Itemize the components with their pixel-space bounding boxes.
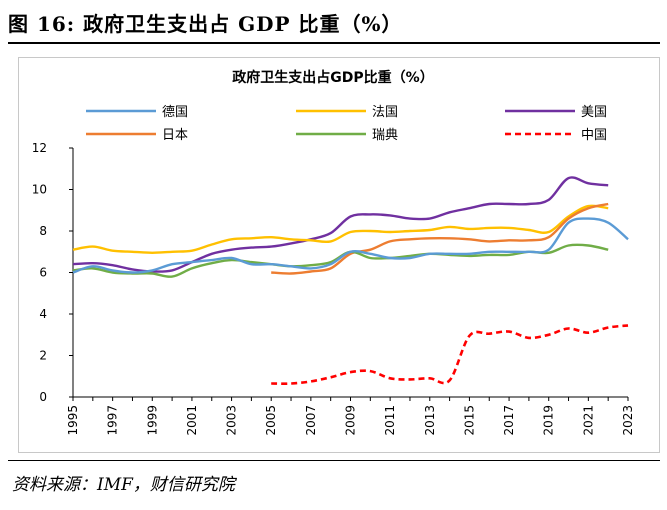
x-tick-label: 2015 xyxy=(462,405,476,436)
x-tick-label: 2009 xyxy=(344,405,358,436)
y-tick-label: 10 xyxy=(32,183,47,197)
x-tick-label: 2017 xyxy=(502,405,516,436)
x-tick-label: 2003 xyxy=(225,405,239,436)
x-tick-label: 1999 xyxy=(145,405,159,436)
series-line-2 xyxy=(72,204,609,254)
y-tick-label: 6 xyxy=(39,266,47,280)
x-tick-label: 2023 xyxy=(621,405,635,436)
chart-title: 政府卫生支出占GDP比重（%） xyxy=(232,69,433,86)
x-tick-label: 2019 xyxy=(542,405,556,436)
y-tick-label: 4 xyxy=(39,307,47,321)
x-tick-label: 2011 xyxy=(383,405,397,436)
x-tick-label: 2021 xyxy=(581,405,595,436)
series-line-6 xyxy=(271,324,629,385)
series-line-1 xyxy=(72,217,629,274)
legend-label: 法国 xyxy=(372,105,398,120)
legend-label: 美国 xyxy=(581,105,607,120)
legend-label: 瑞典 xyxy=(372,128,398,143)
x-tick-label: 2007 xyxy=(304,405,318,436)
legend-label: 中国 xyxy=(581,128,607,143)
x-tick-label: 2013 xyxy=(423,405,437,436)
y-tick-label: 12 xyxy=(32,141,47,155)
x-tick-label: 2001 xyxy=(185,405,199,436)
series-line-3 xyxy=(72,176,609,273)
legend-label: 德国 xyxy=(162,105,188,120)
axes: 0 2 4 6 8 10 12 1995 1997 1999 2001 2003 2005 2007 200… xyxy=(32,141,635,436)
source-rule xyxy=(8,460,660,461)
x-tick-label: 1997 xyxy=(106,405,120,436)
series-line-4 xyxy=(271,202,609,275)
legend-label: 日本 xyxy=(162,128,188,143)
x-tick-label: 1995 xyxy=(66,405,80,436)
title-rule xyxy=(8,42,660,44)
y-tick-label: 8 xyxy=(39,224,47,238)
y-tick-label: 2 xyxy=(39,349,47,363)
chart-panel xyxy=(18,57,660,453)
series-lines xyxy=(72,176,629,385)
x-tick-label: 2005 xyxy=(264,405,278,436)
figure-title: 图 16: 政府卫生支出占 GDP 比重（%） xyxy=(8,12,403,36)
source-note: 资料来源：IMF，财信研究院 xyxy=(12,475,235,495)
y-tick-label: 0 xyxy=(39,390,47,404)
